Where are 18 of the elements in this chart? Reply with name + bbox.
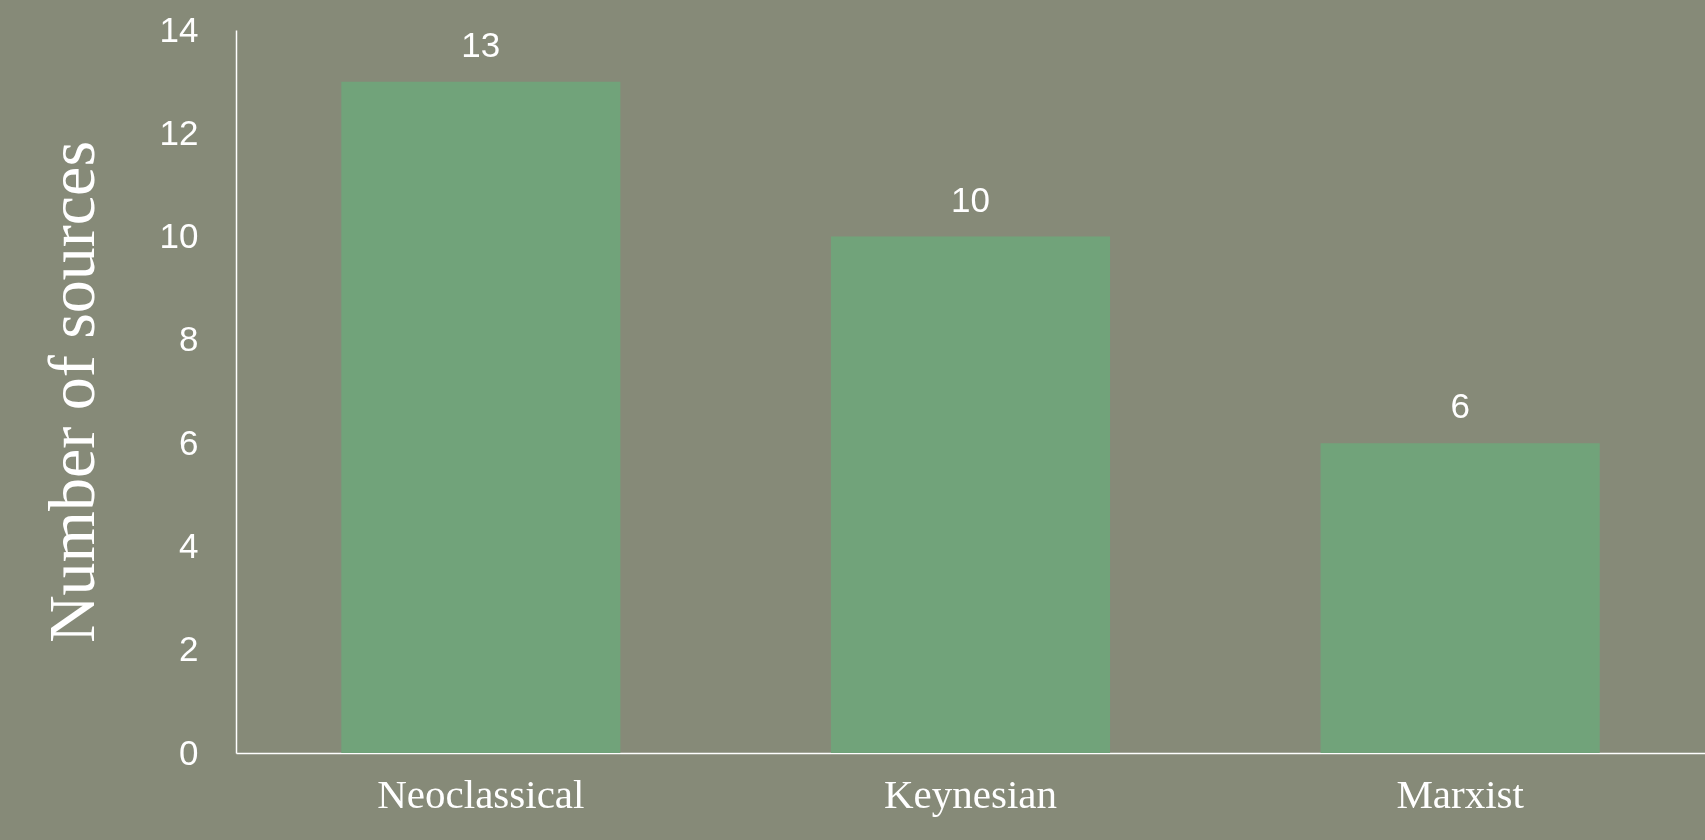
bar <box>1320 443 1600 753</box>
x-tick-label: Neoclassical <box>377 770 585 817</box>
bar <box>830 236 1111 753</box>
bar <box>341 81 621 753</box>
data-label: 10 <box>951 179 990 219</box>
y-tick-label: 6 <box>179 422 199 462</box>
y-tick-label: 10 <box>159 216 199 256</box>
data-label: 6 <box>1450 386 1470 426</box>
x-tick-label: Keynesian <box>883 770 1058 817</box>
y-tick-label: 8 <box>179 319 199 359</box>
y-tick-label: 12 <box>159 112 199 152</box>
y-tick-label: 14 <box>159 9 199 49</box>
data-label: 13 <box>461 24 501 64</box>
y-tick-label: 4 <box>179 525 199 565</box>
y-tick-label: 2 <box>179 629 199 669</box>
x-tick-label: Marxist <box>1396 770 1525 817</box>
y-tick-label: 0 <box>179 732 199 772</box>
y-axis-title: Number of sources <box>34 140 108 644</box>
